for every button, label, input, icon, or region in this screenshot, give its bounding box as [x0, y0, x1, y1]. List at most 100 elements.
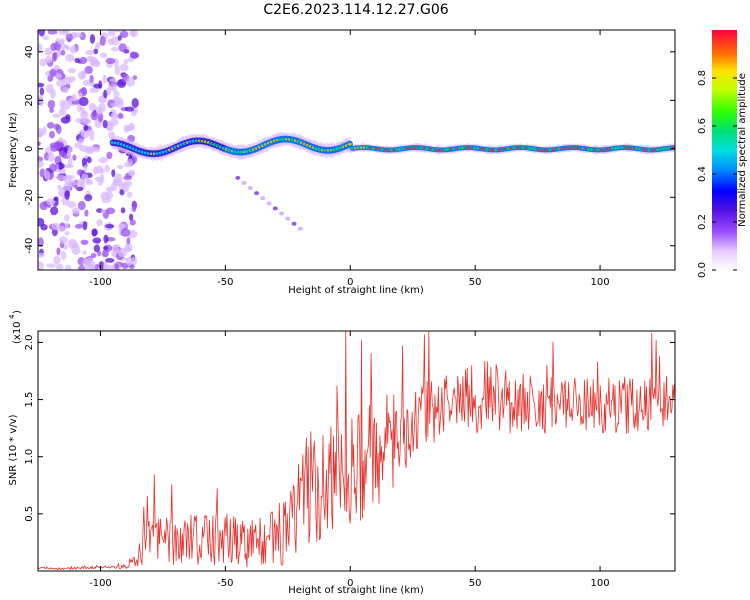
snr-scale-label-exponent: 4: [8, 314, 16, 319]
noise-speck: [127, 57, 135, 63]
noise-speck: [57, 185, 62, 190]
noise-speck: [42, 35, 50, 41]
side-streak-blob: [235, 175, 241, 180]
spectrogram-y-axis-label: Frequency (Hz): [8, 112, 19, 188]
x-tick-label: -100: [89, 277, 112, 288]
noise-speck: [68, 180, 77, 187]
noise-speck: [119, 189, 125, 196]
noise-speck: [110, 117, 119, 127]
noise-speck: [52, 113, 61, 118]
y-tick-label: 1.0: [24, 449, 35, 465]
noise-speck: [59, 151, 67, 158]
noise-speck: [127, 158, 133, 167]
noise-speck: [107, 38, 114, 45]
noise-speck: [68, 145, 73, 153]
noise-speck: [102, 119, 108, 129]
noise-speck: [92, 237, 102, 244]
noise-speck: [43, 170, 51, 180]
noise-speck: [84, 147, 95, 155]
noise-speck: [93, 60, 101, 68]
noise-speck: [38, 141, 41, 146]
noise-speck: [81, 118, 92, 125]
noise-speck: [47, 152, 55, 162]
noise-speck: [38, 43, 43, 53]
noise-speck: [83, 124, 89, 131]
noise-speck: [89, 74, 94, 84]
noise-speck: [117, 112, 124, 119]
noise-speck: [118, 223, 127, 229]
noise-speck: [94, 263, 99, 270]
noise-speck: [97, 250, 102, 257]
noise-speck: [65, 264, 72, 270]
snr-y-axis-label: SNR (10 * v/v): [8, 414, 19, 485]
noise-speck: [74, 224, 83, 229]
noise-speck: [76, 169, 84, 176]
noise-speck: [39, 58, 47, 67]
noise-speck: [39, 201, 48, 211]
noise-speck: [73, 32, 83, 38]
noise-speck: [77, 138, 85, 144]
snr-panel: -100 -50 0 50 100 0.5 1.0 1.5 2.0 Height of str…: [8, 310, 676, 596]
noise-speck: [99, 35, 106, 46]
noise-speck: [88, 103, 97, 112]
noise-speck: [64, 231, 70, 236]
noise-speck: [58, 30, 63, 36]
noise-speck: [83, 163, 88, 173]
noise-speck: [117, 35, 122, 41]
noise-speck: [57, 137, 64, 143]
noise-speck: [69, 45, 77, 54]
noise-speck: [77, 200, 86, 211]
noise-speck: [65, 53, 75, 62]
noise-speck: [63, 163, 74, 169]
noise-speck: [55, 124, 62, 135]
noise-speck: [58, 168, 67, 175]
x-tick-label: 50: [469, 277, 482, 288]
noise-speck: [112, 84, 117, 93]
noise-speck: [72, 154, 77, 161]
noise-speck: [131, 98, 139, 108]
side-streak-blob: [272, 206, 278, 211]
noise-speck: [65, 114, 71, 120]
noise-speck: [71, 93, 77, 102]
snr-series-line: [38, 331, 675, 570]
noise-speck: [91, 228, 98, 237]
noise-speck: [127, 191, 133, 198]
noise-speck: [82, 250, 87, 255]
y-tick-label: -20: [24, 189, 35, 205]
noise-speck: [39, 97, 44, 107]
noise-speck: [128, 122, 135, 131]
noise-speck: [113, 180, 124, 187]
noise-speck: [49, 107, 54, 113]
side-streak-blob: [266, 201, 272, 206]
noise-speck: [93, 48, 99, 55]
y-tick-label: 0: [24, 146, 35, 152]
x-tick-label: -100: [89, 578, 112, 589]
y-tick-label: 0.5: [24, 506, 35, 522]
noise-speck: [76, 186, 84, 192]
noise-speck: [103, 89, 108, 99]
noise-speck: [102, 74, 107, 84]
spectrogram-y-ticks: -40 -20 0 20 40: [24, 45, 675, 254]
noise-speck: [114, 263, 120, 270]
noise-speck: [49, 69, 57, 77]
snr-scale-label-base: (x10: [12, 321, 23, 344]
noise-speck: [39, 87, 45, 96]
x-tick-label: 100: [591, 277, 610, 288]
x-tick-label: 0: [347, 578, 353, 589]
noise-speck: [114, 65, 121, 76]
noise-speck: [113, 90, 120, 99]
noise-speck: [106, 86, 112, 96]
noise-speck: [130, 30, 135, 37]
snr-x-ticks: -100 -50 0 50 100: [89, 331, 610, 589]
noise-speck: [113, 30, 122, 33]
noise-speck: [68, 76, 76, 83]
noise-speck: [75, 182, 84, 187]
snr-scale-label-close: ): [12, 310, 23, 314]
noise-speck: [53, 255, 61, 265]
colorbar-tick-label: 0.2: [697, 214, 708, 230]
noise-speck: [64, 214, 70, 222]
colorbar-ticks: 0.0 0.2 0.4 0.6 0.8: [697, 70, 737, 278]
noise-speck: [100, 209, 106, 214]
noise-speck: [112, 244, 120, 254]
noise-speck: [62, 174, 72, 183]
